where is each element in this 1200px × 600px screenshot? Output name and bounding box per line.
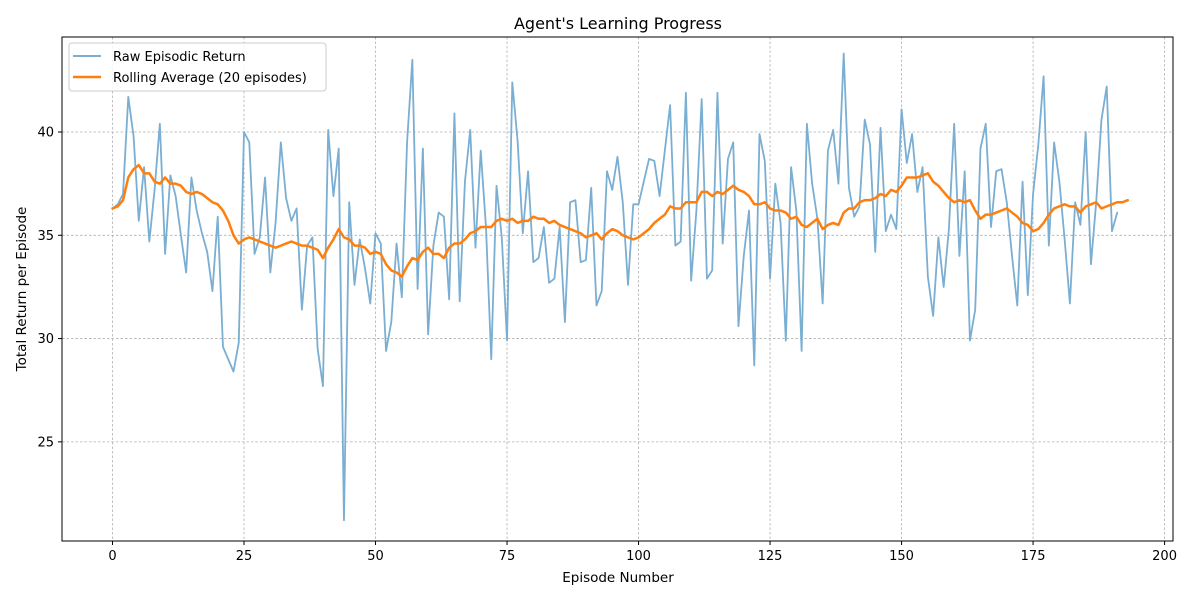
- series-layer: [111, 52, 1130, 522]
- x-tick-label: 75: [499, 549, 516, 564]
- plot-frame: [61, 36, 1174, 542]
- legend-box: [68, 42, 327, 92]
- legend-label-rolling: Rolling Average (20 episodes): [113, 71, 307, 86]
- x-tick-label: 100: [626, 549, 651, 564]
- x-tick-label: 125: [758, 549, 783, 564]
- y-tick-label: 35: [37, 229, 54, 244]
- grid: [62, 37, 1173, 541]
- ticks: 0 25 50 75 100 125 150 175 200 25 30 35 40: [37, 126, 1177, 564]
- x-tick-label: 200: [1152, 549, 1177, 564]
- x-tick-label: 25: [236, 549, 253, 564]
- x-tick-label: 0: [108, 549, 116, 564]
- legend: Raw Episodic Return Rolling Average (20 …: [68, 42, 327, 92]
- x-tick-label: 175: [1021, 549, 1046, 564]
- x-tick-label: 50: [367, 549, 384, 564]
- legend-label-raw: Raw Episodic Return: [113, 50, 246, 65]
- x-tick-label: 150: [889, 549, 914, 564]
- y-tick-label: 40: [37, 126, 54, 141]
- y-tick-label: 25: [37, 435, 54, 450]
- chart-title: Agent's Learning Progress: [514, 14, 722, 33]
- y-axis-label: Total Return per Episode: [14, 207, 30, 373]
- raw-return-line: [111, 52, 1119, 522]
- y-tick-label: 30: [37, 332, 54, 347]
- x-axis-label: Episode Number: [562, 570, 674, 586]
- rolling-average-line: [111, 163, 1130, 278]
